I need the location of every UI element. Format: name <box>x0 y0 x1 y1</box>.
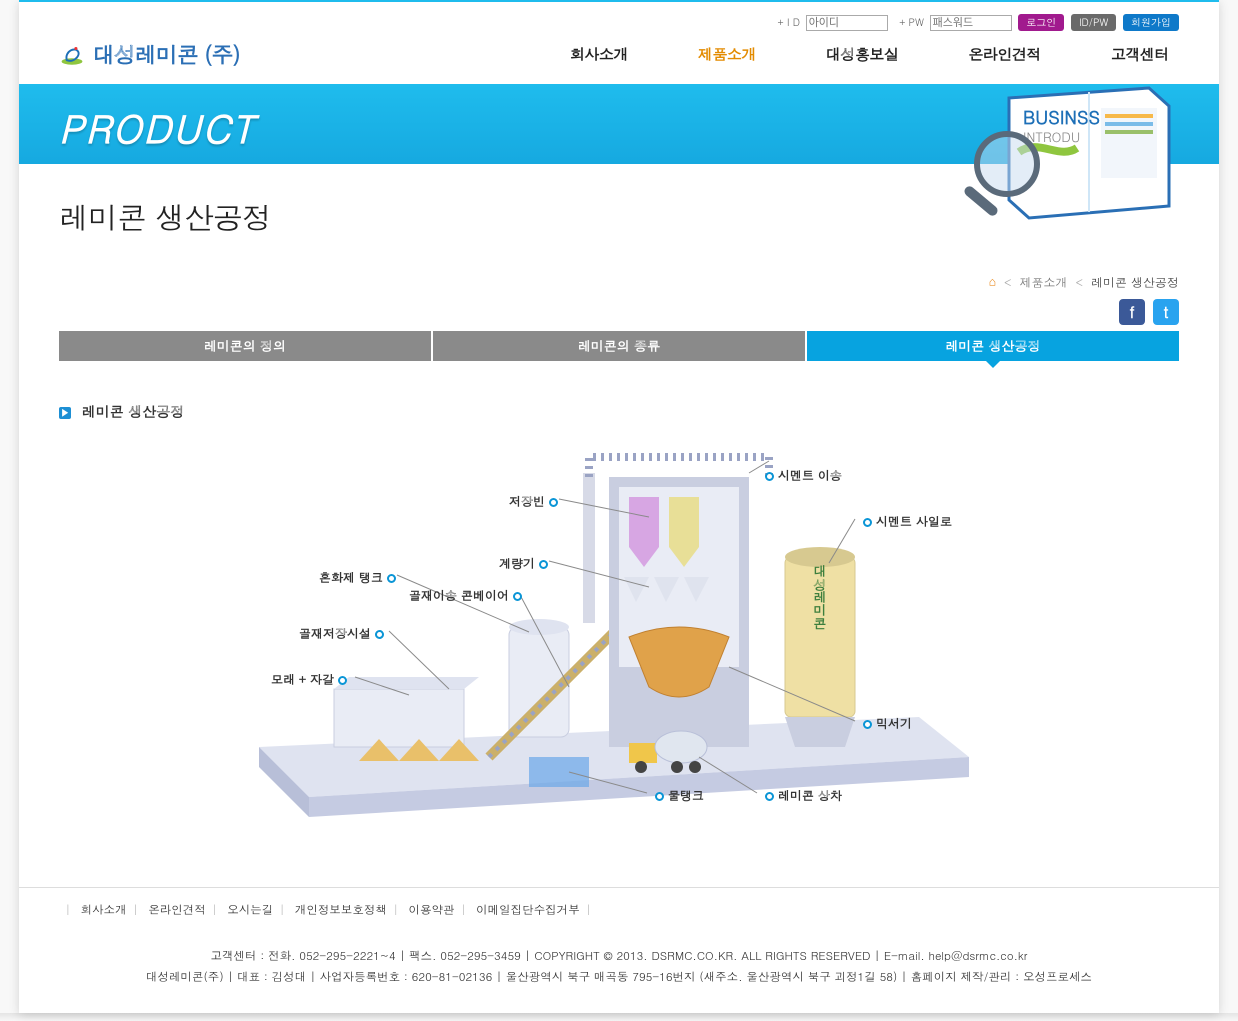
pw-input[interactable] <box>930 15 1012 31</box>
footer-link-2[interactable]: 오시는길 <box>227 902 273 918</box>
footer: | 회사소개| 온라인견적| 오시는길| 개인정보보호정책| 이용약관| 이메일… <box>19 887 1219 1013</box>
footer-links: | 회사소개| 온라인견적| 오시는길| 개인정보보호정책| 이용약관| 이메일… <box>59 902 1179 918</box>
login-bar: + I D + PW 로그인 ID/PW 회원가입 <box>59 10 1179 39</box>
crumb-level-1: 레미콘 생산공정 <box>1091 274 1179 291</box>
label-cement-silo: 시멘트 사일로 <box>857 513 952 530</box>
content-section: ▶ 레미콘 생산공정 <box>19 361 1219 867</box>
label-conveyor: 골재이송 콘베이어 <box>409 587 526 604</box>
tab-1[interactable]: 레미콘의 종류 <box>433 331 805 361</box>
nav-item-1[interactable]: 제품소개 <box>698 44 756 65</box>
label-storage-bin: 저장빈 <box>509 493 562 510</box>
footer-link-0[interactable]: 회사소개 <box>81 902 127 918</box>
footer-link-3[interactable]: 개인정보보호정책 <box>295 902 387 918</box>
footer-link-5[interactable]: 이메일집단수집거부 <box>476 902 580 918</box>
social-row: f t <box>59 299 1179 325</box>
crumb-level-0[interactable]: 제품소개 <box>1019 274 1067 291</box>
label-admix-tank: 혼화제 탱크 <box>319 569 400 586</box>
home-icon[interactable]: ⌂ <box>989 274 996 291</box>
label-sand-gravel: 모래 + 자갈 <box>271 671 351 688</box>
section-heading: ▶ 레미콘 생산공정 <box>59 401 1179 421</box>
logo[interactable]: 대성레미콘 (주) <box>59 39 240 70</box>
twitter-icon[interactable]: t <box>1153 299 1179 325</box>
label-water-tank: 물탱크 <box>649 787 704 804</box>
nav-item-0[interactable]: 회사소개 <box>570 44 628 65</box>
facebook-icon[interactable]: f <box>1119 299 1145 325</box>
nav-item-4[interactable]: 고객센터 <box>1111 44 1169 65</box>
hero-illustration: BUSINSS INTRODU <box>949 78 1179 228</box>
page: + I D + PW 로그인 ID/PW 회원가입 대성레미콘 (주) 회사소개… <box>19 0 1219 1013</box>
tab-0[interactable]: 레미콘의 정의 <box>59 331 431 361</box>
footer-copy: 고객센터 : 전화. 052-295-2221~4 | 팩스. 052-295-… <box>59 946 1179 987</box>
hero: PRODUCT 레미콘 생산공정 BUSINSS INTRODU <box>19 84 1219 224</box>
tab-2[interactable]: 레미콘 생산공정 <box>807 331 1179 361</box>
process-diagram: 대성레미콘 <box>229 437 1009 837</box>
id-label: + I D <box>778 15 800 29</box>
label-weigher: 계량기 <box>499 555 552 572</box>
label-agg-storage: 골재저장시설 <box>299 625 388 642</box>
label-mixer: 믹서기 <box>857 715 912 732</box>
pw-label: + PW <box>899 15 924 29</box>
sub-tabs: 레미콘의 정의 레미콘의 종류 레미콘 생산공정 <box>59 331 1179 361</box>
main-nav: 회사소개 제품소개 대성홍보실 온라인견적 고객센터 <box>570 44 1179 65</box>
id-input[interactable] <box>806 15 888 31</box>
footer-link-1[interactable]: 온라인견적 <box>148 902 206 918</box>
section-heading-text: 레미콘 생산공정 <box>82 401 185 421</box>
breadcrumb: ⌂ < 제품소개 < 레미콘 생산공정 <box>59 274 1179 291</box>
svg-text:대성레미콘: 대성레미콘 <box>811 565 830 631</box>
bullet-icon: ▶ <box>59 407 71 419</box>
label-cement-trans: 시멘트 이송 <box>759 467 842 484</box>
label-truck-load: 레미콘 상차 <box>759 787 842 804</box>
logo-paren: (주) <box>204 39 240 70</box>
below-hero: ⌂ < 제품소개 < 레미콘 생산공정 f t <box>19 224 1219 325</box>
logo-text: 대성레미콘 (주) <box>93 39 240 70</box>
idpw-button[interactable]: ID/PW <box>1071 14 1116 31</box>
join-button[interactable]: 회원가입 <box>1123 14 1179 31</box>
nav-item-3[interactable]: 온라인견적 <box>969 44 1042 65</box>
logo-icon <box>59 42 85 68</box>
login-button[interactable]: 로그인 <box>1018 14 1064 31</box>
nav-item-2[interactable]: 대성홍보실 <box>826 44 899 65</box>
header: + I D + PW 로그인 ID/PW 회원가입 대성레미콘 (주) 회사소개… <box>19 2 1219 84</box>
footer-line2: 대성레미콘(주) | 대표 : 김성대 | 사업자등록번호 : 620-81-0… <box>59 967 1179 988</box>
footer-line1: 고객센터 : 전화. 052-295-2221~4 | 팩스. 052-295-… <box>59 946 1179 967</box>
logo-name: 대성레미콘 <box>93 39 198 70</box>
footer-link-4[interactable]: 이용약관 <box>408 902 454 918</box>
